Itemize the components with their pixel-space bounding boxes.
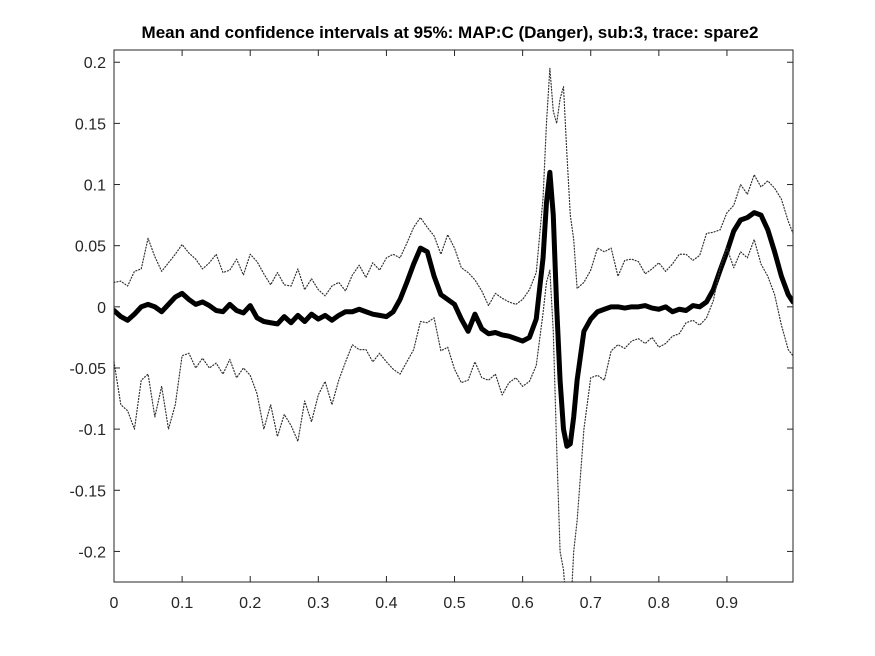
y-tick-label: -0.05 — [70, 361, 107, 378]
y-tick-label: 0 — [97, 300, 106, 317]
y-tick-label: -0.2 — [78, 544, 106, 561]
x-tick-label: 0.6 — [512, 595, 534, 612]
x-tick-label: 0.3 — [307, 595, 329, 612]
x-tick-label: 0.7 — [580, 595, 602, 612]
y-tick-label: -0.15 — [70, 483, 107, 500]
chart-title: Mean and confidence intervals at 95%: MA… — [142, 23, 759, 42]
axes-box — [113, 49, 794, 583]
y-tick-label: 0.2 — [84, 55, 106, 72]
plot-area — [114, 50, 793, 582]
x-tick-label: 0.8 — [648, 595, 670, 612]
y-tick-label: -0.1 — [78, 422, 106, 439]
y-tick-label: 0.15 — [75, 116, 106, 133]
axes: 0 0.1 0.2 0.3 0.4 0.5 0.6 0.7 0.8 0.9 0.2 0.15 0.1 0.… — [70, 49, 794, 612]
y-tick-label: 0.05 — [75, 239, 106, 256]
series-layer — [114, 67, 793, 582]
x-tick-label: 0.1 — [171, 595, 193, 612]
lower-line — [114, 238, 793, 582]
x-tick-label: 0.5 — [443, 595, 465, 612]
mean-line — [114, 169, 793, 449]
x-tick-label: 0.2 — [239, 595, 261, 612]
upper-line — [114, 67, 793, 307]
x-tick-label: 0.9 — [716, 595, 738, 612]
x-tick-label: 0.4 — [375, 595, 397, 612]
y-tick-label: 0.1 — [84, 178, 106, 195]
x-tick-label: 0 — [110, 595, 119, 612]
